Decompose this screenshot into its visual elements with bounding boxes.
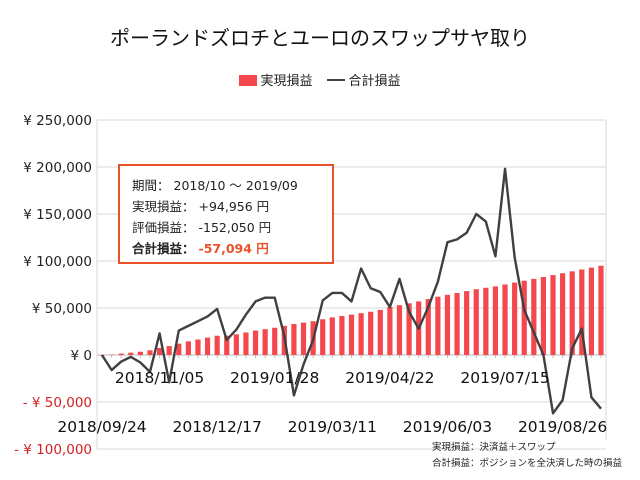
bar-realized xyxy=(377,309,383,355)
bar-realized xyxy=(156,347,163,355)
bar-realized xyxy=(243,332,249,355)
total-value: -57,094 円 xyxy=(198,241,269,256)
bar-realized xyxy=(387,307,393,355)
bar-realized xyxy=(368,311,374,355)
x-tick-label: 2018/12/17 xyxy=(172,418,261,436)
legend: 実現損益 合計損益 xyxy=(0,70,640,89)
note-realized: 実現損益：決済益＋スワップ xyxy=(432,442,556,453)
legend-bar-swatch xyxy=(239,75,258,86)
period-label: 期間： xyxy=(132,178,170,193)
bar-realized xyxy=(329,317,335,355)
bar-realized xyxy=(252,330,259,355)
info-unrealized: 評価損益： -152,050 円 xyxy=(132,217,332,238)
x-tick-label: 2018/09/24 xyxy=(57,418,146,436)
info-realized: 実現損益： +94,956 円 xyxy=(132,196,332,217)
notes: 実現損益：決済益＋スワップ 合計損益：ポジションを全決済した時の損益 xyxy=(432,440,622,472)
y-tick-label: - ¥ 50,000 xyxy=(23,395,92,411)
bar-realized xyxy=(492,286,499,355)
y-tick-label: ¥ 250,000 xyxy=(23,113,92,129)
bar-realized xyxy=(464,291,470,355)
bar-realized xyxy=(108,354,115,356)
bar-realized xyxy=(224,335,230,355)
realized-value: +94,956 円 xyxy=(198,199,270,214)
bar-realized xyxy=(473,289,479,355)
bar-realized xyxy=(176,343,182,355)
bar-realized xyxy=(320,319,326,355)
chart-title: ポーランドズロチとユーロのスワップサヤ取り xyxy=(110,26,530,50)
y-tick-label: - ¥ 100,000 xyxy=(14,442,92,458)
bar-realized xyxy=(262,329,268,355)
x-tick-label: 2018/11/05 xyxy=(115,369,204,387)
legend-bar-label: 実現損益 xyxy=(260,74,313,89)
bar-realized xyxy=(598,265,604,355)
bar-realized xyxy=(406,303,412,355)
bar-realized xyxy=(444,294,451,355)
total-label: 合計損益： xyxy=(132,241,195,256)
bar-realized xyxy=(425,299,431,355)
bar-realized xyxy=(291,323,297,355)
bar-realized xyxy=(521,280,527,355)
info-total: 合計損益： -57,094 円 xyxy=(132,238,332,259)
bar-realized xyxy=(569,271,575,355)
y-tick-label: ¥ 100,000 xyxy=(23,254,92,270)
unrealized-label: 評価損益： xyxy=(132,220,195,235)
info-period: 期間： 2018/10 ～ 2019/09 xyxy=(132,175,332,196)
x-tick-label: 2019/06/03 xyxy=(403,418,492,436)
bar-realized xyxy=(185,341,191,355)
unrealized-value: -152,050 円 xyxy=(198,220,272,235)
bar-realized xyxy=(396,305,403,355)
bar-realized xyxy=(204,337,211,355)
bar-realized xyxy=(540,276,547,355)
legend-line-label: 合計損益 xyxy=(348,74,401,89)
x-tick-label: 2019/01/28 xyxy=(230,369,319,387)
bar-realized xyxy=(166,346,172,355)
bar-realized xyxy=(512,282,518,355)
bar-realized xyxy=(435,296,441,355)
note-total: 合計損益：ポジションを全決済した時の損益 xyxy=(432,458,623,469)
legend-line-swatch xyxy=(326,79,345,81)
y-tick-label: ¥ 0 xyxy=(71,348,92,364)
bar-realized xyxy=(550,275,556,355)
bar-realized xyxy=(560,273,566,355)
bar-realized xyxy=(483,287,489,355)
bar-realized xyxy=(233,334,239,355)
x-tick-label: 2019/07/15 xyxy=(460,369,549,387)
bar-realized xyxy=(214,335,220,355)
bar-realized xyxy=(137,351,143,355)
x-tick-label: 2019/08/26 xyxy=(518,418,607,436)
period-value: 2018/10 ～ 2019/09 xyxy=(173,178,298,193)
y-tick-label: ¥ 50,000 xyxy=(32,301,92,317)
bar-realized xyxy=(531,278,537,355)
bar-realized xyxy=(579,269,585,355)
bar-realized xyxy=(454,292,460,355)
x-tick-label: 2019/03/11 xyxy=(288,418,377,436)
bar-realized xyxy=(348,314,355,355)
realized-label: 実現損益： xyxy=(132,199,195,214)
bar-realized xyxy=(588,267,595,355)
bar-realized xyxy=(300,322,307,355)
bar-realized xyxy=(195,339,201,355)
bar-realized xyxy=(339,315,345,355)
bar-realized xyxy=(118,353,124,355)
y-tick-label: ¥ 150,000 xyxy=(23,207,92,223)
bar-realized xyxy=(147,350,153,355)
y-tick-label: ¥ 200,000 xyxy=(23,160,92,176)
info-box: 期間： 2018/10 ～ 2019/09 実現損益： +94,956 円 評価… xyxy=(118,164,334,264)
bar-realized xyxy=(128,352,134,355)
x-tick-label: 2019/04/22 xyxy=(345,369,434,387)
bar-realized xyxy=(358,313,364,355)
bar-realized xyxy=(272,327,278,355)
bar-realized xyxy=(502,284,508,355)
